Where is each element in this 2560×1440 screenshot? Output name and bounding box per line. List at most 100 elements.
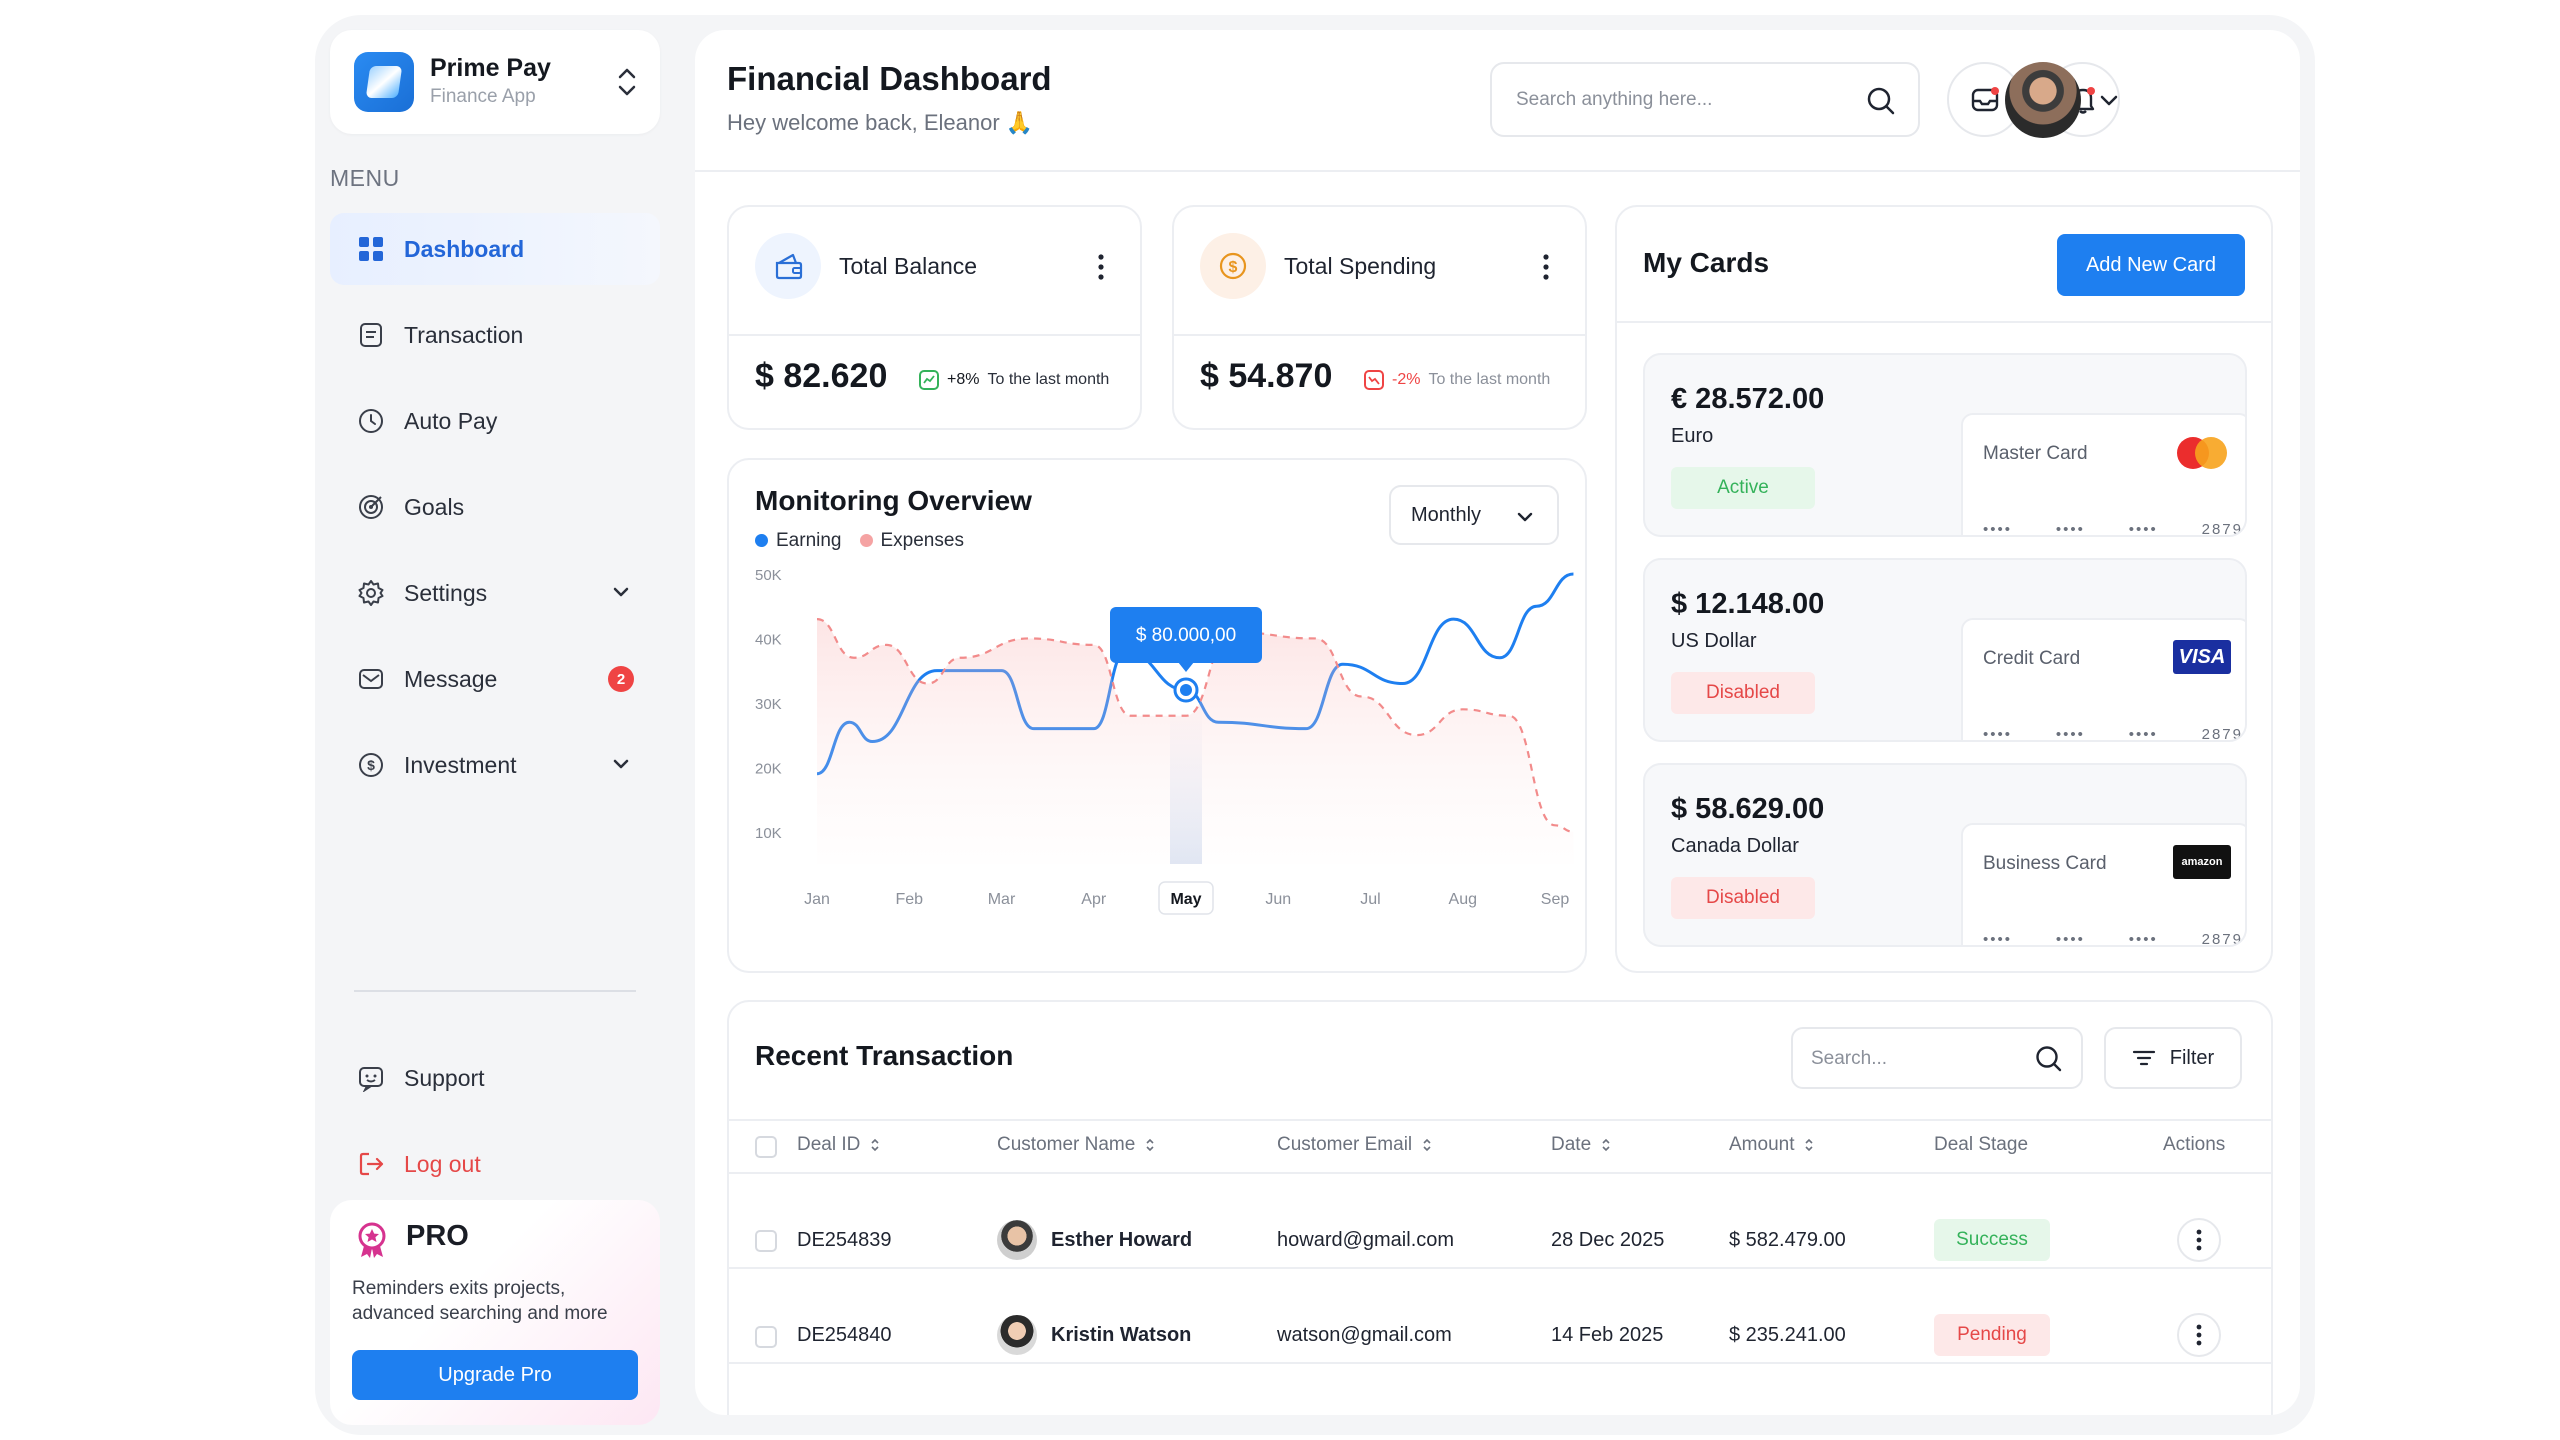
coin-icon: $ [1200,233,1266,299]
add-new-card-button[interactable]: Add New Card [2057,234,2245,296]
chevron-down-icon[interactable] [2097,88,2121,112]
customer-email: watson@gmail.com [1277,1324,1452,1346]
y-tick-label: 30K [755,696,782,713]
card-divider [1174,334,1585,336]
monitoring-overview-card: Monitoring Overview Earning Expenses Mon… [727,458,1587,973]
target-icon [356,492,386,522]
x-tick-label: May [1170,891,1201,908]
x-tick-label: Jun [1265,891,1291,908]
grid-icon [356,234,386,264]
chevron-updown-icon[interactable] [614,60,640,104]
pro-title: PRO [406,1220,469,1252]
stat-delta: +8% To the last month [919,370,1109,390]
sidebar-item-settings[interactable]: Settings [330,557,660,629]
search-icon[interactable] [2033,1043,2065,1075]
legend-expenses: Expenses [859,530,964,552]
row-actions-button[interactable] [2177,1218,2221,1262]
chevron-down-icon [613,587,629,597]
deal-date: 28 Dec 2025 [1551,1229,1665,1251]
sidebar-item-message[interactable]: Message 2 [330,643,660,715]
column-header-deal-id[interactable]: Deal ID [797,1134,880,1156]
welcome-text: Hey welcome back, Eleanor 🙏 [727,110,1034,135]
more-vertical-icon [2196,1229,2202,1251]
sidebar-item-goals[interactable]: Goals [330,471,660,543]
stat-card-total-spending: $ Total Spending $ 54.870 -2% To the las… [1172,205,1587,430]
x-tick-label: Jul [1360,891,1380,908]
row-checkbox[interactable] [755,1230,777,1252]
column-header-customer-email[interactable]: Customer Email [1277,1134,1432,1156]
account-balance: € 28.572.00 [1671,383,1825,415]
delta-percent: +8% [947,371,980,388]
sidebar-item-support[interactable]: Support [330,1042,660,1114]
card-divider [729,334,1140,336]
sidebar-item-auto-pay[interactable]: Auto Pay [330,385,660,457]
column-header-deal-stage: Deal Stage [1934,1134,2029,1155]
sidebar-item-label: Auto Pay [404,407,498,434]
sidebar-item-label: Log out [404,1150,481,1177]
row-divider [729,1172,2271,1174]
customer-name: Kristin Watson [997,1315,1191,1355]
tooltip-arrow [1178,662,1194,672]
mail-icon [356,664,386,694]
monitoring-line-chart[interactable]: 50K 40K 30K 20K 10K $ 80.000,00 Jan Feb Mar Apr Ma… [729,560,1585,970]
pro-upgrade-card: PRO Reminders exits projects, advanced s… [330,1200,660,1425]
period-dropdown[interactable]: Monthly [1389,485,1559,545]
search-input[interactable] [1516,84,1846,116]
deal-date: 14 Feb 2025 [1551,1324,1664,1346]
brand-switcher[interactable]: Prime Pay Finance App [330,30,660,134]
stat-title: Total Balance [839,253,978,279]
x-tick-label: Mar [988,891,1016,908]
recent-transaction-panel: Recent Transaction Filter Deal ID Custom… [727,1000,2273,1415]
more-vertical-icon[interactable] [1098,253,1104,281]
clock-icon [356,406,386,436]
more-vertical-icon[interactable] [1543,253,1549,281]
period-value: Monthly [1411,503,1482,526]
sort-icon [1146,1138,1154,1152]
more-vertical-icon [2196,1324,2202,1346]
logout-icon [356,1149,386,1179]
y-tick-label: 40K [755,631,782,648]
x-tick-label: Sep [1541,891,1570,908]
select-all-checkbox[interactable] [755,1136,777,1158]
mini-card: Business Card amazon •••• •••• •••• 2879 [1961,823,2245,945]
account-card-cad[interactable]: $ 58.629.00 Canada Dollar Disabled Busin… [1643,763,2247,947]
row-divider [729,1267,2271,1269]
delta-text: To the last month [987,371,1110,388]
global-search[interactable] [1490,62,1920,137]
upgrade-pro-button[interactable]: Upgrade Pro [352,1350,638,1400]
account-card-euro[interactable]: € 28.572.00 Euro Active Master Card ••••… [1643,353,2247,537]
amazon-icon: amazon [2173,845,2231,879]
sidebar-item-label: Goals [404,493,465,520]
column-header-date[interactable]: Date [1551,1134,1611,1156]
highlight-point-core [1180,684,1192,696]
filter-icon [2132,1050,2155,1066]
sidebar-item-investment[interactable]: $ Investment [330,729,660,801]
user-avatar[interactable] [2005,62,2081,138]
status-badge: Active [1671,467,1815,509]
brand-subtitle: Finance App [430,86,536,107]
sidebar-divider [354,990,636,992]
row-checkbox[interactable] [755,1326,777,1348]
x-tick-label: Feb [895,891,923,908]
sidebar-item-label: Support [404,1064,485,1091]
column-header-customer-name[interactable]: Customer Name [997,1134,1155,1156]
account-card-usd[interactable]: $ 12.148.00 US Dollar Disabled Credit Ca… [1643,558,2247,742]
search-input[interactable] [1811,1045,2011,1073]
search-icon[interactable] [1864,84,1898,118]
account-currency: US Dollar [1671,630,1757,652]
card-type: Business Card [1983,853,2107,874]
sidebar-item-transaction[interactable]: Transaction [330,299,660,371]
sidebar-item-dashboard[interactable]: Dashboard [330,213,660,285]
message-count-badge: 2 [608,666,634,692]
tooltip-box [1110,607,1262,663]
filter-button[interactable]: Filter [2104,1027,2242,1089]
x-tick-label: Aug [1449,891,1477,908]
account-balance: $ 12.148.00 [1671,588,1825,620]
row-actions-button[interactable] [2177,1313,2221,1357]
dollar-circle-icon: $ [356,750,386,780]
status-badge: Disabled [1671,877,1815,919]
sidebar-item-logout[interactable]: Log out [330,1128,660,1200]
column-header-amount[interactable]: Amount [1729,1134,1814,1156]
transaction-search[interactable] [1791,1027,2083,1089]
chevron-down-icon [1517,512,1533,522]
